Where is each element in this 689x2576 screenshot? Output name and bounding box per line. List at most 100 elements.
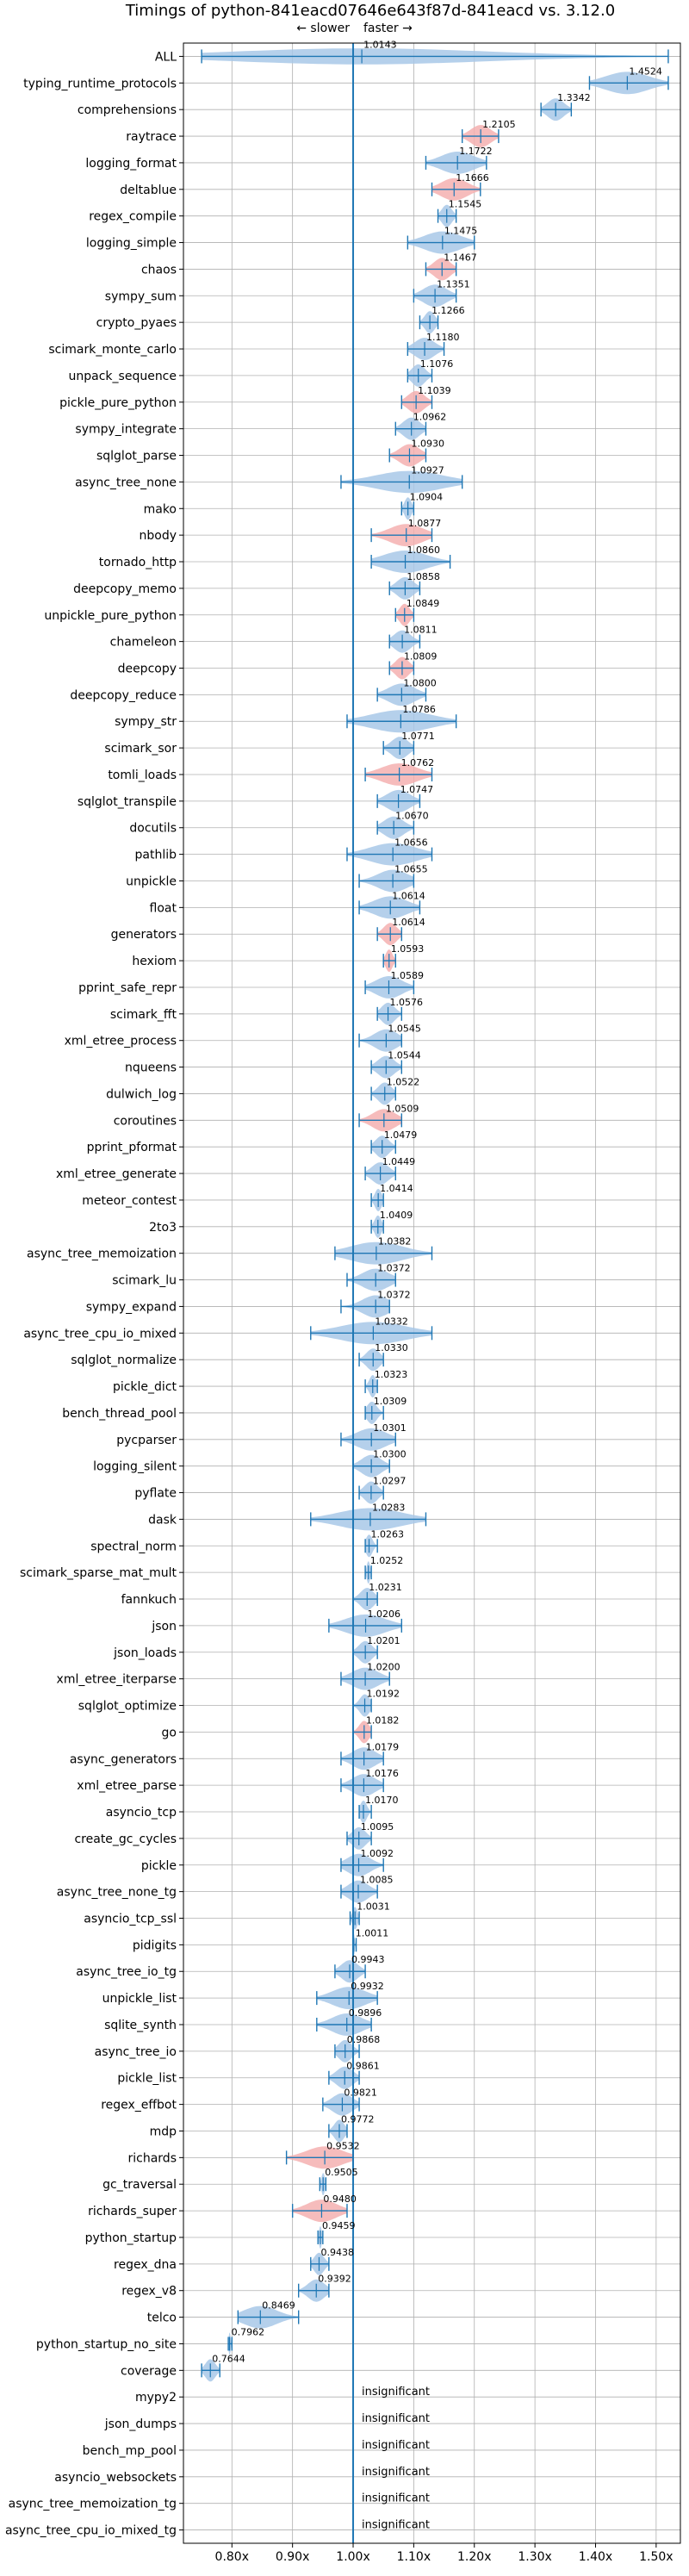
value-label: 1.0670 (395, 811, 429, 822)
value-label: 1.0300 (373, 1449, 407, 1460)
value-label: 1.0332 (375, 1316, 408, 1327)
category-label: async_tree_memoization_tg (9, 2498, 177, 2511)
category-label: json_loads (113, 1646, 177, 1660)
category-label: pprint_pformat (87, 1141, 177, 1154)
category-label: spectral_norm (90, 1540, 177, 1553)
category-label: async_tree_io_tg (76, 1965, 177, 1979)
category-label: bench_thread_pool (62, 1407, 177, 1421)
value-label: 1.0655 (394, 863, 428, 874)
value-label: 1.0201 (367, 1635, 400, 1646)
category-label: tornado_http (99, 556, 177, 569)
category-label: deepcopy (118, 663, 177, 676)
value-label: 1.1475 (444, 226, 478, 237)
category-label: mypy2 (135, 2391, 177, 2405)
value-label: 1.0849 (407, 598, 440, 609)
category-label: 2to3 (149, 1221, 177, 1235)
value-label: 0.8469 (262, 2300, 295, 2312)
category-label: sympy_sum (105, 289, 177, 303)
value-label: 1.1266 (431, 305, 464, 316)
category-label: unpickle (126, 874, 177, 888)
category-label: regex_dna (114, 2258, 177, 2272)
value-label: 1.1467 (444, 252, 477, 263)
value-label: 1.0809 (404, 651, 438, 663)
value-label: 1.0544 (388, 1050, 421, 1061)
x-tick-label: 1.10x (397, 2550, 431, 2564)
category-label: scimark_fft (110, 1008, 177, 1022)
value-label: 1.2105 (482, 119, 516, 130)
slower-label: ← slower (296, 22, 350, 35)
value-label: 0.9868 (347, 2034, 381, 2045)
category-label: python_startup_no_site (36, 2337, 177, 2351)
category-label: deltablue (120, 184, 177, 197)
value-label: 1.0860 (407, 544, 441, 556)
category-label: logging_format (85, 157, 177, 171)
value-label: 1.0143 (363, 39, 397, 50)
category-label: scimark_monte_carlo (48, 343, 177, 357)
value-label: 1.1039 (418, 385, 451, 396)
value-label: 1.0522 (387, 1076, 420, 1087)
value-label: 1.0786 (402, 704, 436, 715)
value-label: 1.0382 (378, 1236, 412, 1248)
value-label: 0.9532 (326, 2140, 360, 2151)
value-label: 1.0192 (367, 1689, 400, 1700)
category-label: regex_effbot (101, 2099, 177, 2112)
category-label: unpickle_pure_python (44, 609, 177, 623)
category-label: async_tree_none_tg (57, 1886, 177, 1900)
value-label: 1.0771 (401, 731, 435, 742)
value-label: 0.9932 (351, 1981, 384, 1992)
value-label: 1.0085 (360, 1875, 394, 1886)
category-label: async_generators (70, 1752, 177, 1766)
category-label: nbody (140, 529, 177, 543)
value-label: 1.0904 (410, 491, 444, 502)
value-label: 1.0656 (394, 837, 428, 849)
category-label: scimark_sor (104, 742, 177, 756)
category-label: ALL (155, 50, 177, 64)
category-label: python_startup (85, 2231, 177, 2245)
category-label: async_tree_cpu_io_mixed_tg (5, 2524, 177, 2538)
category-label: unpickle_list (102, 1992, 177, 2006)
x-axis-ticks: 0.80x 0.90x 1.00x 1.10x 1.20x 1.30x 1.40x 1.50x (179, 55, 673, 2564)
category-label: raytrace (126, 130, 177, 144)
value-label: 1.1076 (420, 358, 454, 370)
category-label: json (151, 1620, 177, 1633)
category-label: chaos (141, 263, 177, 277)
category-label: pickle_list (117, 2072, 177, 2086)
category-label: nqueens (125, 1061, 177, 1075)
value-label: 1.1722 (459, 146, 493, 157)
category-label: mdp (150, 2125, 177, 2138)
value-label: 1.0614 (392, 917, 425, 928)
value-label: 0.9861 (346, 2061, 380, 2072)
category-label: tomli_loads (108, 768, 177, 782)
x-tick-label: 1.50x (639, 2550, 673, 2564)
x-tick-label: 1.30x (518, 2550, 551, 2564)
category-label: pprint_safe_repr (78, 981, 177, 995)
value-label: 1.0509 (386, 1103, 419, 1114)
category-label: generators (111, 928, 177, 942)
x-tick-label: 0.80x (215, 2550, 249, 2564)
category-label: richards (128, 2151, 177, 2165)
value-labels: 1.0143 1.4524 1.3342 1.2105 1.1722 1.1666 1.15… (212, 39, 662, 2531)
category-label: regex_v8 (121, 2285, 177, 2299)
category-label: sqlglot_parse (96, 450, 177, 464)
value-label: 1.0409 (380, 1210, 413, 1221)
value-label: 0.9772 (341, 2113, 375, 2125)
category-label: pathlib (135, 849, 177, 862)
category-label: docutils (129, 822, 177, 836)
category-label: scimark_lu (112, 1274, 177, 1288)
category-label: fannkuch (121, 1593, 177, 1607)
category-label: typing_runtime_protocols (23, 77, 177, 90)
chart-title: Timings of python-841eacd07646e643f87d-8… (125, 2, 615, 20)
category-label: sympy_expand (86, 1300, 177, 1314)
value-label: 1.0372 (377, 1289, 411, 1300)
value-label: 1.0330 (375, 1342, 408, 1353)
category-label: xml_etree_iterparse (57, 1673, 177, 1687)
value-label: 0.9896 (349, 2007, 382, 2019)
category-label: deepcopy_memo (73, 582, 177, 596)
value-label: 1.0263 (371, 1528, 405, 1540)
value-label: 1.0545 (388, 1024, 421, 1035)
insignificant-label: insignificant (362, 2386, 430, 2399)
category-label: xml_etree_process (65, 1035, 177, 1048)
value-label: 1.0414 (380, 1183, 413, 1194)
value-label: 1.0576 (390, 997, 424, 1008)
